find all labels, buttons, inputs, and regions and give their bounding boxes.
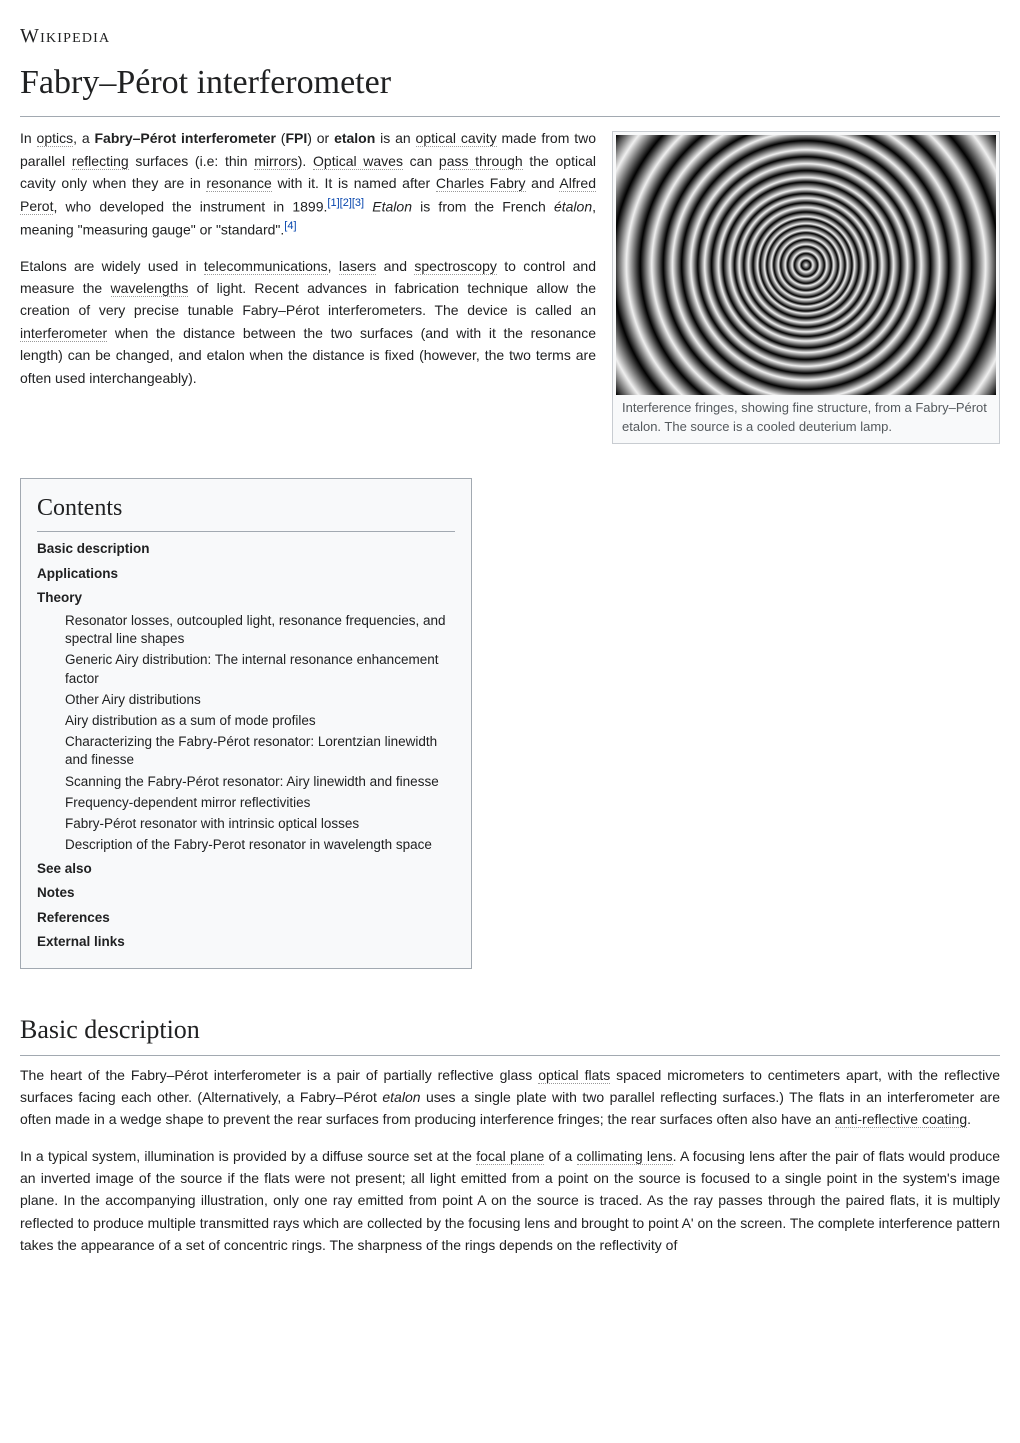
text: The heart of the Fabry–Pérot interferome… xyxy=(20,1067,538,1083)
toc-subitem-wavelength-space[interactable]: Description of the Fabry-Perot resonator… xyxy=(65,836,455,854)
text: ). xyxy=(298,153,313,169)
page-title: Fabry–Pérot interferometer xyxy=(20,56,1000,117)
link-collimating-lens[interactable]: collimating lens xyxy=(577,1148,673,1165)
text: is an xyxy=(375,130,415,146)
heading-basic-description: Basic description xyxy=(20,1009,1000,1056)
italic-term: Etalon xyxy=(372,198,412,214)
link-optical-cavity[interactable]: optical cavity xyxy=(416,130,497,147)
ref-1[interactable]: [1] xyxy=(327,197,339,209)
text: and xyxy=(526,175,560,191)
link-telecommunications[interactable]: telecommunications xyxy=(204,258,328,275)
text: is from the French xyxy=(412,198,554,214)
toc-item-theory[interactable]: Theory xyxy=(37,590,82,605)
link-reflecting[interactable]: reflecting xyxy=(72,153,129,170)
text: In a typical system, illumination is pro… xyxy=(20,1148,476,1164)
text: . xyxy=(967,1111,971,1127)
toc-item-references[interactable]: References xyxy=(37,907,455,929)
text: and xyxy=(376,258,414,274)
ref-3[interactable]: [3] xyxy=(352,197,364,209)
toc-item-see-also[interactable]: See also xyxy=(37,858,455,880)
toc-subitem-characterizing[interactable]: Characterizing the Fabry-Pérot resonator… xyxy=(65,733,455,769)
toc-subitem-generic-airy[interactable]: Generic Airy distribution: The internal … xyxy=(65,651,455,687)
lead-figure: Interference fringes, showing fine struc… xyxy=(612,131,1000,443)
link-mirrors[interactable]: mirrors xyxy=(254,153,298,170)
link-interferometer[interactable]: interferometer xyxy=(20,325,107,342)
link-lasers[interactable]: lasers xyxy=(339,258,376,275)
text: In xyxy=(20,130,37,146)
text: Etalons are widely used in xyxy=(20,258,204,274)
link-optics[interactable]: optics xyxy=(37,130,74,147)
basic-desc-paragraph-1: The heart of the Fabry–Pérot interferome… xyxy=(20,1064,1000,1131)
toc-subitem-freq-dependent[interactable]: Frequency-dependent mirror reflectivitie… xyxy=(65,794,455,812)
text: , xyxy=(328,258,339,274)
link-wavelengths[interactable]: wavelengths xyxy=(111,280,189,297)
ref-2[interactable]: [2] xyxy=(340,197,352,209)
text: with it. It is named after xyxy=(272,175,436,191)
section-basic-description: The heart of the Fabry–Pérot interferome… xyxy=(20,1064,1000,1257)
toc-item-notes[interactable]: Notes xyxy=(37,882,455,904)
link-optical-waves[interactable]: Optical waves xyxy=(313,153,403,170)
bold-term: etalon xyxy=(334,130,375,146)
text: when the distance between the two surfac… xyxy=(20,325,596,386)
text: can xyxy=(403,153,439,169)
link-focal-plane[interactable]: focal plane xyxy=(476,1148,544,1165)
text: ) or xyxy=(307,130,334,146)
text: , a xyxy=(73,130,94,146)
link-anti-reflective-coating[interactable]: anti-reflective coating xyxy=(835,1111,967,1128)
figure-caption: Interference fringes, showing fine struc… xyxy=(616,395,996,439)
italic-term: etalon xyxy=(382,1089,420,1105)
ref-4[interactable]: [4] xyxy=(284,220,296,232)
italic-term: étalon xyxy=(554,198,592,214)
link-charles-fabry[interactable]: Charles Fabry xyxy=(436,175,526,192)
toc-subitem-airy-sum[interactable]: Airy distribution as a sum of mode profi… xyxy=(65,712,455,730)
interference-fringes-image[interactable] xyxy=(616,135,996,395)
toc-item-external-links[interactable]: External links xyxy=(37,931,455,953)
link-pass-through[interactable]: pass through xyxy=(439,153,523,170)
basic-desc-paragraph-2: In a typical system, illumination is pro… xyxy=(20,1145,1000,1257)
text: surfaces (i.e: thin xyxy=(129,153,255,169)
text: of a xyxy=(544,1148,576,1164)
text: , who developed the instrument in 1899. xyxy=(53,198,327,214)
link-resonance[interactable]: resonance xyxy=(206,175,271,192)
toc-item-applications[interactable]: Applications xyxy=(37,563,455,585)
site-name: Wikipedia xyxy=(20,20,1000,52)
toc-subitem-scanning[interactable]: Scanning the Fabry-Pérot resonator: Airy… xyxy=(65,773,455,791)
toc-subitem-other-airy[interactable]: Other Airy distributions xyxy=(65,691,455,709)
bold-term: FPI xyxy=(285,130,307,146)
toc-subitem-intrinsic-losses[interactable]: Fabry-Pérot resonator with intrinsic opt… xyxy=(65,815,455,833)
table-of-contents: Contents Basic description Applications … xyxy=(20,478,472,969)
bold-term: Fabry–Pérot interferometer xyxy=(94,130,275,146)
link-optical-flats[interactable]: optical flats xyxy=(538,1067,610,1084)
toc-title: Contents xyxy=(37,489,455,532)
link-spectroscopy[interactable]: spectroscopy xyxy=(414,258,496,275)
toc-subitem-resonator-losses[interactable]: Resonator losses, outcoupled light, reso… xyxy=(65,612,455,648)
toc-item-basic-description[interactable]: Basic description xyxy=(37,538,455,560)
